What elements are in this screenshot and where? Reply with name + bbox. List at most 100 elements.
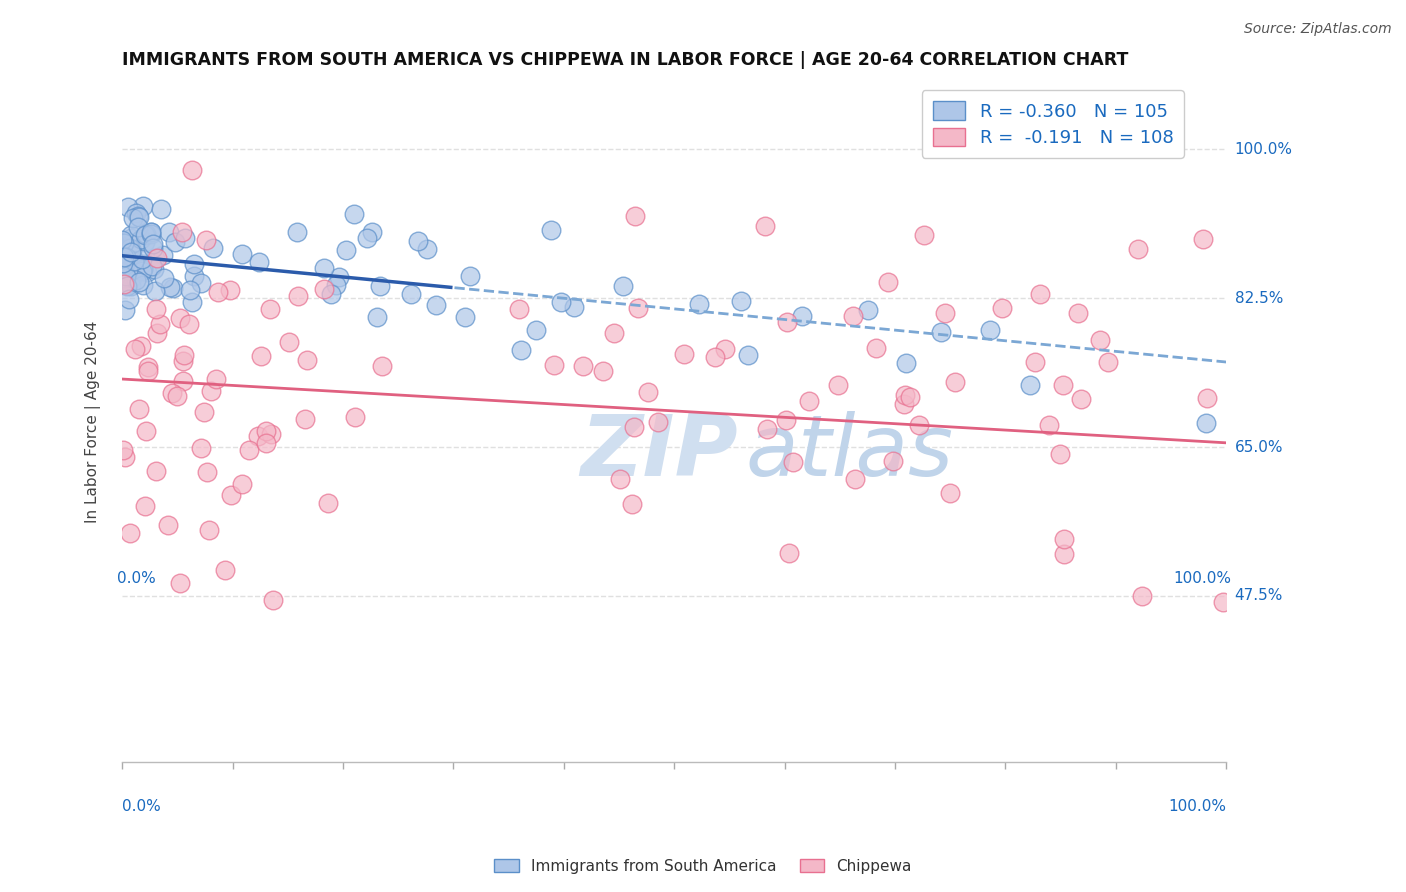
Point bbox=[198, 524, 221, 538]
Point bbox=[408, 234, 430, 248]
Point bbox=[1197, 392, 1219, 406]
Point bbox=[856, 303, 879, 318]
Point bbox=[314, 260, 336, 275]
Point bbox=[612, 279, 634, 293]
Point bbox=[775, 413, 797, 427]
Point bbox=[285, 225, 308, 239]
Point bbox=[509, 343, 531, 357]
Point bbox=[894, 356, 917, 370]
Point bbox=[131, 263, 153, 277]
Point bbox=[118, 241, 141, 255]
Point bbox=[207, 285, 229, 299]
Point bbox=[112, 250, 135, 264]
Point bbox=[572, 359, 595, 373]
Point bbox=[782, 455, 804, 469]
Point bbox=[277, 335, 299, 350]
Point bbox=[877, 275, 900, 289]
Point bbox=[254, 436, 277, 450]
Point bbox=[730, 293, 752, 308]
Point bbox=[139, 227, 162, 241]
Text: 100.0%: 100.0% bbox=[1174, 571, 1232, 586]
Point bbox=[177, 317, 200, 331]
Point bbox=[125, 257, 148, 271]
Point bbox=[1038, 417, 1060, 432]
Point bbox=[938, 486, 960, 500]
Point bbox=[592, 364, 614, 378]
Point bbox=[790, 310, 813, 324]
Point bbox=[122, 253, 145, 268]
Point bbox=[776, 315, 799, 329]
Point bbox=[118, 292, 141, 306]
Point bbox=[117, 267, 139, 281]
Point bbox=[132, 199, 155, 213]
Point bbox=[550, 294, 572, 309]
Point bbox=[117, 200, 139, 214]
Point bbox=[120, 526, 142, 541]
Point bbox=[120, 244, 142, 259]
Point bbox=[562, 301, 585, 315]
Point bbox=[132, 261, 155, 276]
Point bbox=[125, 272, 148, 286]
Point bbox=[249, 349, 271, 363]
Point bbox=[128, 275, 150, 289]
Point bbox=[111, 259, 134, 273]
Point bbox=[165, 235, 187, 250]
Point bbox=[1029, 287, 1052, 301]
Point bbox=[128, 402, 150, 417]
Point bbox=[146, 251, 169, 265]
Point bbox=[120, 231, 142, 245]
Point bbox=[172, 374, 194, 388]
Point bbox=[755, 422, 778, 436]
Point bbox=[135, 227, 157, 241]
Point bbox=[111, 233, 134, 247]
Point bbox=[131, 278, 153, 293]
Point bbox=[991, 301, 1014, 316]
Point bbox=[120, 279, 142, 293]
Point bbox=[143, 262, 166, 277]
Point bbox=[120, 228, 142, 243]
Point bbox=[136, 359, 159, 374]
Point bbox=[200, 384, 222, 399]
Point bbox=[943, 375, 966, 389]
Point bbox=[131, 252, 153, 266]
Point bbox=[356, 231, 378, 245]
Point bbox=[371, 359, 394, 373]
Point bbox=[193, 405, 215, 419]
Point bbox=[934, 306, 956, 320]
Point bbox=[135, 227, 157, 241]
Point bbox=[425, 298, 447, 312]
Point bbox=[114, 303, 136, 318]
Point bbox=[246, 429, 269, 443]
Point bbox=[415, 243, 437, 257]
Point bbox=[121, 244, 143, 258]
Point bbox=[287, 289, 309, 303]
Point bbox=[142, 241, 165, 255]
Point bbox=[141, 225, 163, 239]
Point bbox=[540, 223, 562, 237]
Text: 82.5%: 82.5% bbox=[1234, 291, 1282, 306]
Text: ZIP: ZIP bbox=[581, 410, 738, 493]
Point bbox=[1192, 232, 1215, 246]
Point bbox=[827, 377, 849, 392]
Point bbox=[135, 264, 157, 278]
Legend: R = -0.360   N = 105, R =  -0.191   N = 108: R = -0.360 N = 105, R = -0.191 N = 108 bbox=[922, 90, 1184, 158]
Point bbox=[157, 226, 180, 240]
Y-axis label: In Labor Force | Age 20-64: In Labor Force | Age 20-64 bbox=[86, 320, 101, 523]
Point bbox=[173, 348, 195, 362]
Point bbox=[172, 225, 194, 239]
Point bbox=[1195, 416, 1218, 430]
Point bbox=[183, 257, 205, 271]
Point bbox=[172, 354, 194, 368]
Point bbox=[609, 472, 631, 486]
Point bbox=[908, 418, 931, 433]
Point bbox=[114, 250, 136, 264]
Point bbox=[979, 323, 1001, 337]
Point bbox=[799, 394, 821, 409]
Point bbox=[623, 209, 645, 223]
Text: 47.5%: 47.5% bbox=[1234, 589, 1282, 603]
Point bbox=[201, 241, 224, 255]
Point bbox=[114, 450, 136, 465]
Point bbox=[454, 310, 477, 324]
Point bbox=[865, 341, 887, 355]
Text: IMMIGRANTS FROM SOUTH AMERICA VS CHIPPEWA IN LABOR FORCE | AGE 20-64 CORRELATION: IMMIGRANTS FROM SOUTH AMERICA VS CHIPPEW… bbox=[122, 51, 1129, 69]
